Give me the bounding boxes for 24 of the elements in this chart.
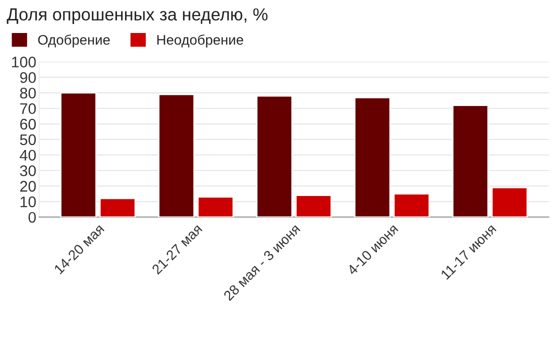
bar [60,92,97,218]
y-tick-label: 80 [20,88,36,99]
bar [158,94,195,218]
y-tick-label: 0 [28,212,36,223]
y-tick-label: 10 [20,196,36,208]
bar [491,186,528,218]
bar [354,96,391,218]
bar [256,95,293,218]
y-tick-label: 70 [20,103,36,114]
y-tick-label: 50 [20,134,36,146]
y-tick-label: 20 [20,180,36,192]
bar [197,196,234,218]
y-tick-label: 30 [20,165,36,176]
bar [393,193,430,218]
y-tick-label: 40 [20,150,36,161]
legend-label: Неодобрение [157,34,244,48]
chart-title: Доля опрошенных за неделю, % [6,8,268,24]
bar [99,198,136,218]
y-tick-label: 100 [12,56,36,68]
y-tick-label: 60 [20,118,36,130]
bar [295,194,332,218]
bar [452,104,489,218]
legend-label: Одобрение [38,34,110,48]
y-tick-label: 90 [20,72,36,83]
